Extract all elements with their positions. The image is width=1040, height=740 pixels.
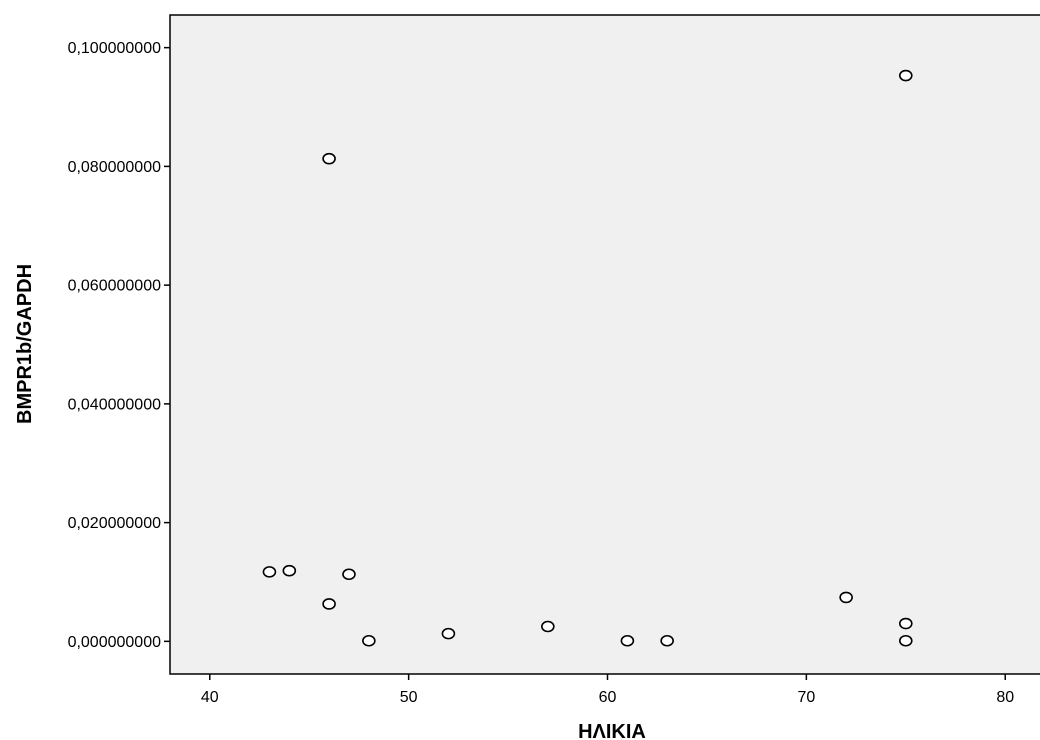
x-tick-label: 40 [201,689,219,706]
plot-area [169,14,1040,675]
data-points [262,69,913,647]
x-tick-label: 70 [797,689,815,706]
data-point [541,620,555,633]
data-point [262,566,277,578]
y-tick-label: 0,040000000 [68,396,162,413]
data-point [322,598,336,610]
y-tick-label: 0,020000000 [68,515,162,532]
data-point [898,634,913,647]
data-point [441,627,456,640]
x-axis: 40 50 60 70 80 [201,674,1014,706]
data-point [898,617,913,630]
y-axis-title: BMPR1b/GAPDH [14,264,36,424]
data-point [342,568,356,581]
x-axis-title: ΗΛΙΚΙΑ [578,721,646,740]
data-point [322,152,336,165]
data-point [620,634,635,647]
data-point [898,69,913,82]
y-tick-label: 0,100000000 [68,40,162,57]
y-tick-label: 0,000000000 [68,634,162,651]
x-tick-label: 60 [599,689,617,706]
x-tick-label: 80 [996,689,1014,706]
data-point [660,634,674,647]
data-point [839,591,853,604]
y-axis: 0,000000000 0,020000000 0,040000000 0,06000… [68,40,170,651]
x-tick-label: 50 [400,689,418,706]
data-point [362,634,376,647]
data-point [282,564,297,577]
y-tick-label: 0,060000000 [68,278,162,295]
y-tick-label: 0,080000000 [68,159,162,176]
